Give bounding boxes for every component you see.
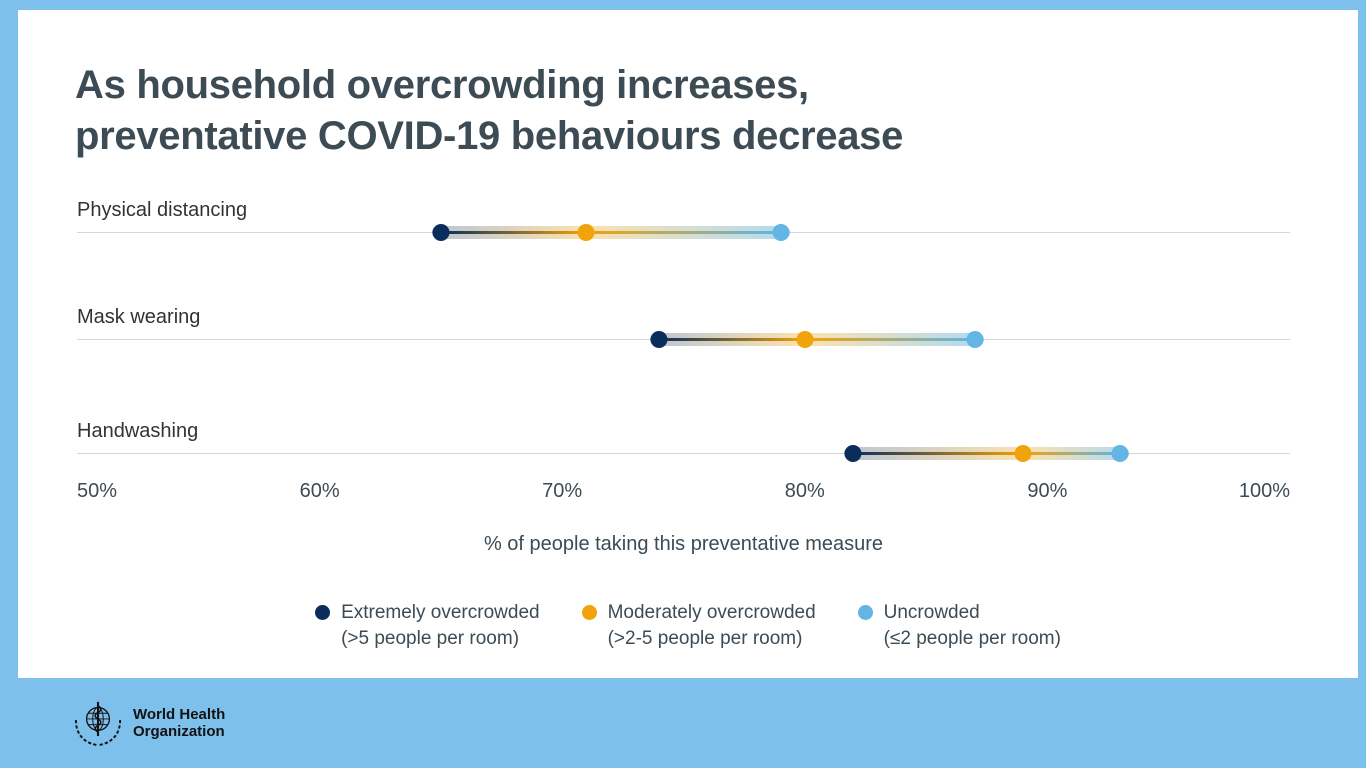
legend-dot-navy-icon: [315, 605, 331, 620]
dot-extremely-overcrowded: [432, 224, 450, 241]
dot-moderately-overcrowded: [577, 224, 595, 241]
legend-label: Moderately overcrowded (>2-5 people per …: [607, 602, 816, 649]
who-wordmark: World Health Organization: [133, 706, 226, 740]
legend: Extremely overcrowded (>5 people per roo…: [18, 600, 1358, 652]
range-line: [440, 231, 781, 234]
x-tick-label: 50%: [77, 480, 118, 502]
legend-item-extremely-overcrowded: Extremely overcrowded (>5 people per roo…: [315, 600, 540, 652]
x-tick-label: 60%: [299, 480, 340, 502]
page-title: As household overcrowding increases, pre…: [75, 60, 903, 162]
range-line: [659, 338, 975, 341]
dot-extremely-overcrowded: [650, 331, 668, 348]
title-line-1: As household overcrowding increases,: [75, 63, 809, 107]
dot-uncrowded: [966, 331, 984, 348]
legend-dot-orange-icon: [581, 605, 597, 620]
legend-label: Extremely overcrowded (>5 people per roo…: [341, 602, 540, 649]
x-tick-label: 90%: [1027, 480, 1068, 502]
legend-dot-skyblue-icon: [857, 605, 873, 620]
legend-item-uncrowded: Uncrowded (≤2 people per room): [857, 600, 1061, 652]
who-emblem-icon: [75, 701, 121, 746]
row-label: Physical distancing: [77, 199, 248, 221]
row-label: Mask wearing: [77, 306, 201, 328]
dot-extremely-overcrowded: [844, 445, 862, 462]
x-tick-label: 80%: [784, 480, 825, 502]
legend-item-moderately-overcrowded: Moderately overcrowded (>2-5 people per …: [581, 600, 816, 652]
dot-moderately-overcrowded: [1014, 445, 1032, 462]
legend-label: Uncrowded (≤2 people per room): [883, 602, 1061, 649]
dot-range-chart: Physical distancing Mask wearing Handwas…: [77, 10, 1290, 678]
x-tick-label: 100%: [1238, 480, 1290, 502]
x-axis-ticks: 50% 60% 70% 80% 90% 100%: [77, 480, 1290, 506]
who-footer: World Health Organization: [0, 678, 1366, 768]
dot-moderately-overcrowded: [796, 331, 814, 348]
row-gridline: [77, 453, 1290, 454]
x-axis-title: % of people taking this preventative mea…: [483, 533, 884, 555]
title-line-2: preventative COVID-19 behaviours decreas…: [75, 114, 904, 158]
range-line: [853, 452, 1121, 455]
row-label: Handwashing: [77, 420, 199, 442]
dot-uncrowded: [1111, 445, 1129, 462]
chart-card: As household overcrowding increases, pre…: [18, 10, 1358, 678]
dot-uncrowded: [772, 224, 790, 241]
x-tick-label: 70%: [542, 480, 583, 502]
